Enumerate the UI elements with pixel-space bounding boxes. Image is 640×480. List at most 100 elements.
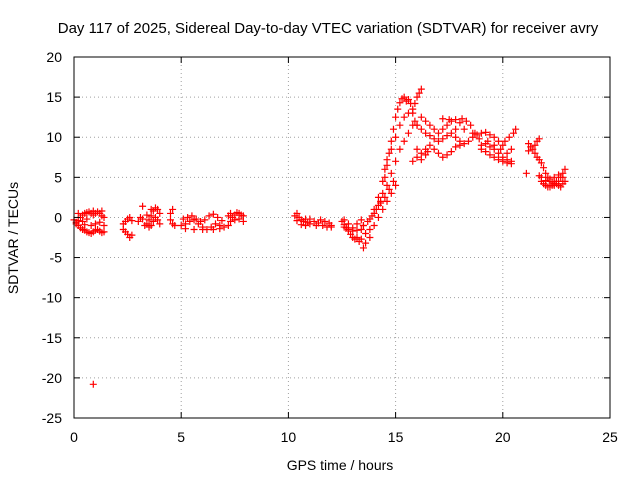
data-point: [452, 133, 460, 141]
data-point: [490, 141, 498, 149]
data-point: [507, 157, 515, 165]
data-point: [415, 89, 423, 97]
data-point: [482, 148, 490, 156]
data-point: [297, 221, 305, 229]
data-point: [362, 229, 370, 237]
data-point: [389, 125, 397, 133]
data-point: [452, 125, 460, 133]
data-point: [411, 117, 419, 125]
data-point: [366, 234, 374, 241]
data-point: [353, 234, 361, 241]
data-point: [128, 217, 136, 225]
data-point: [100, 213, 108, 221]
data-point: [525, 140, 533, 148]
data-point: [430, 145, 438, 153]
data-point: [381, 173, 389, 181]
data-point: [477, 141, 485, 149]
data-point: [147, 205, 155, 213]
data-point: [169, 205, 177, 213]
data-point: [387, 169, 395, 177]
data-point: [181, 225, 189, 233]
data-point: [154, 216, 162, 224]
data-point: [413, 153, 421, 161]
data-point: [377, 197, 385, 205]
data-point: [396, 99, 404, 107]
data-point: [510, 129, 518, 137]
data-point: [357, 235, 365, 243]
data-point: [409, 109, 417, 117]
data-point: [383, 197, 391, 205]
y-tick-label: -20: [42, 370, 62, 386]
data-point: [404, 96, 412, 104]
data-point: [145, 216, 153, 224]
data-point: [89, 207, 97, 215]
data-point: [404, 129, 412, 137]
data-point: [482, 128, 490, 136]
data-point: [190, 225, 198, 233]
data-point: [381, 165, 389, 173]
y-tick-label: -10: [42, 290, 62, 306]
data-point: [201, 216, 209, 224]
grid-lines: [74, 57, 610, 418]
data-point: [349, 227, 357, 235]
y-axis-ticks: -25 -20 -15 -10 -5 0 5 10 15 20: [42, 49, 610, 426]
data-point: [497, 145, 505, 153]
data-point: [503, 149, 511, 157]
data-point: [417, 149, 425, 157]
data-point: [220, 223, 228, 231]
data-point: [439, 115, 447, 123]
data-point: [531, 141, 539, 149]
data-point: [383, 181, 391, 189]
data-point: [552, 177, 560, 185]
data-point: [218, 217, 226, 225]
data-point: [542, 177, 550, 185]
data-point: [469, 129, 477, 137]
data-point: [392, 157, 400, 165]
data-point: [235, 215, 243, 223]
data-point: [89, 380, 97, 388]
data-point: [443, 121, 451, 129]
data-point: [396, 121, 404, 129]
x-tick-label: 25: [602, 429, 618, 445]
x-tick-label: 0: [70, 429, 78, 445]
data-point: [413, 121, 421, 129]
data-point: [430, 125, 438, 133]
data-point: [426, 141, 434, 149]
data-point: [147, 221, 155, 229]
data-point: [430, 135, 438, 143]
y-tick-label: 0: [54, 209, 62, 225]
data-point: [486, 143, 494, 151]
data-point: [147, 212, 155, 220]
data-point: [400, 137, 408, 145]
x-tick-label: 20: [495, 429, 511, 445]
data-point: [512, 125, 520, 133]
data-point: [302, 221, 310, 229]
data-point: [214, 213, 222, 221]
data-point: [74, 209, 82, 217]
x-axis-ticks: 0 5 10 15 20 25: [70, 57, 618, 445]
data-point: [392, 133, 400, 141]
data-point: [134, 217, 142, 225]
y-axis-label: SDTVAR / TECUs: [5, 182, 21, 294]
data-point: [166, 209, 174, 217]
data-point: [379, 205, 387, 213]
data-point: [439, 153, 447, 161]
data-point: [507, 145, 515, 153]
data-point: [561, 177, 569, 185]
data-point: [426, 121, 434, 129]
data-point: [525, 147, 533, 155]
data-point: [224, 212, 232, 220]
data-point: [546, 175, 554, 183]
data-point: [486, 131, 494, 139]
data-point: [385, 149, 393, 157]
data-point: [460, 140, 468, 148]
data-point: [239, 217, 247, 225]
data-point: [100, 221, 108, 229]
data-point: [128, 231, 136, 239]
data-point: [499, 141, 507, 149]
data-point: [505, 133, 513, 141]
data-point: [550, 173, 558, 181]
data-point: [535, 135, 543, 143]
x-tick-label: 15: [388, 429, 404, 445]
y-tick-label: 20: [46, 49, 62, 65]
